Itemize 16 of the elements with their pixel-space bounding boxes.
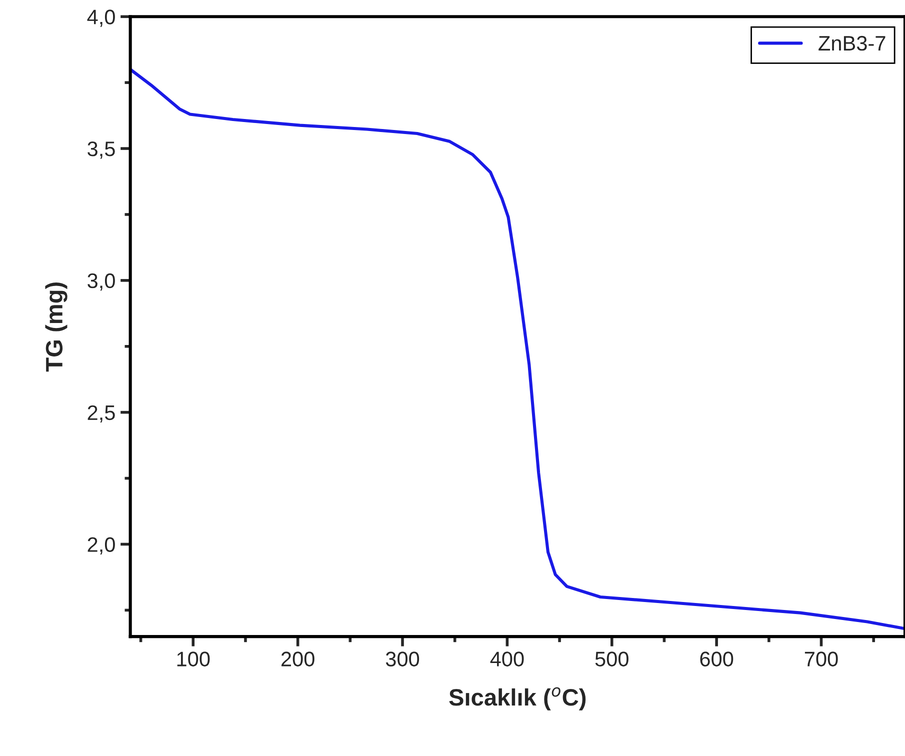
y-tick-label: 4,0 [87, 10, 115, 27]
x-tick-label: 500 [595, 652, 628, 666]
line-series [130, 68, 905, 630]
y-tick-label: 3,5 [88, 142, 115, 159]
y-tick-label: 3,0 [88, 273, 115, 291]
x-tick-label: 600 [700, 652, 734, 666]
x-axis-title: Sıcaklık ($^{o}$C) [449, 687, 586, 710]
x-tick-label: 700 [804, 652, 838, 666]
legend-label: ZnB3-7 [818, 36, 886, 51]
x-tick-label: 200 [281, 652, 314, 666]
x-tick-label: 300 [386, 652, 420, 666]
y-tick-label: 2,0 [88, 537, 115, 554]
x-tick-label: 100 [177, 652, 210, 666]
y-axis-title: TG (mg) [45, 282, 68, 372]
y-tick-label: 2,5 [88, 405, 115, 423]
x-tick-label: 400 [490, 652, 524, 666]
